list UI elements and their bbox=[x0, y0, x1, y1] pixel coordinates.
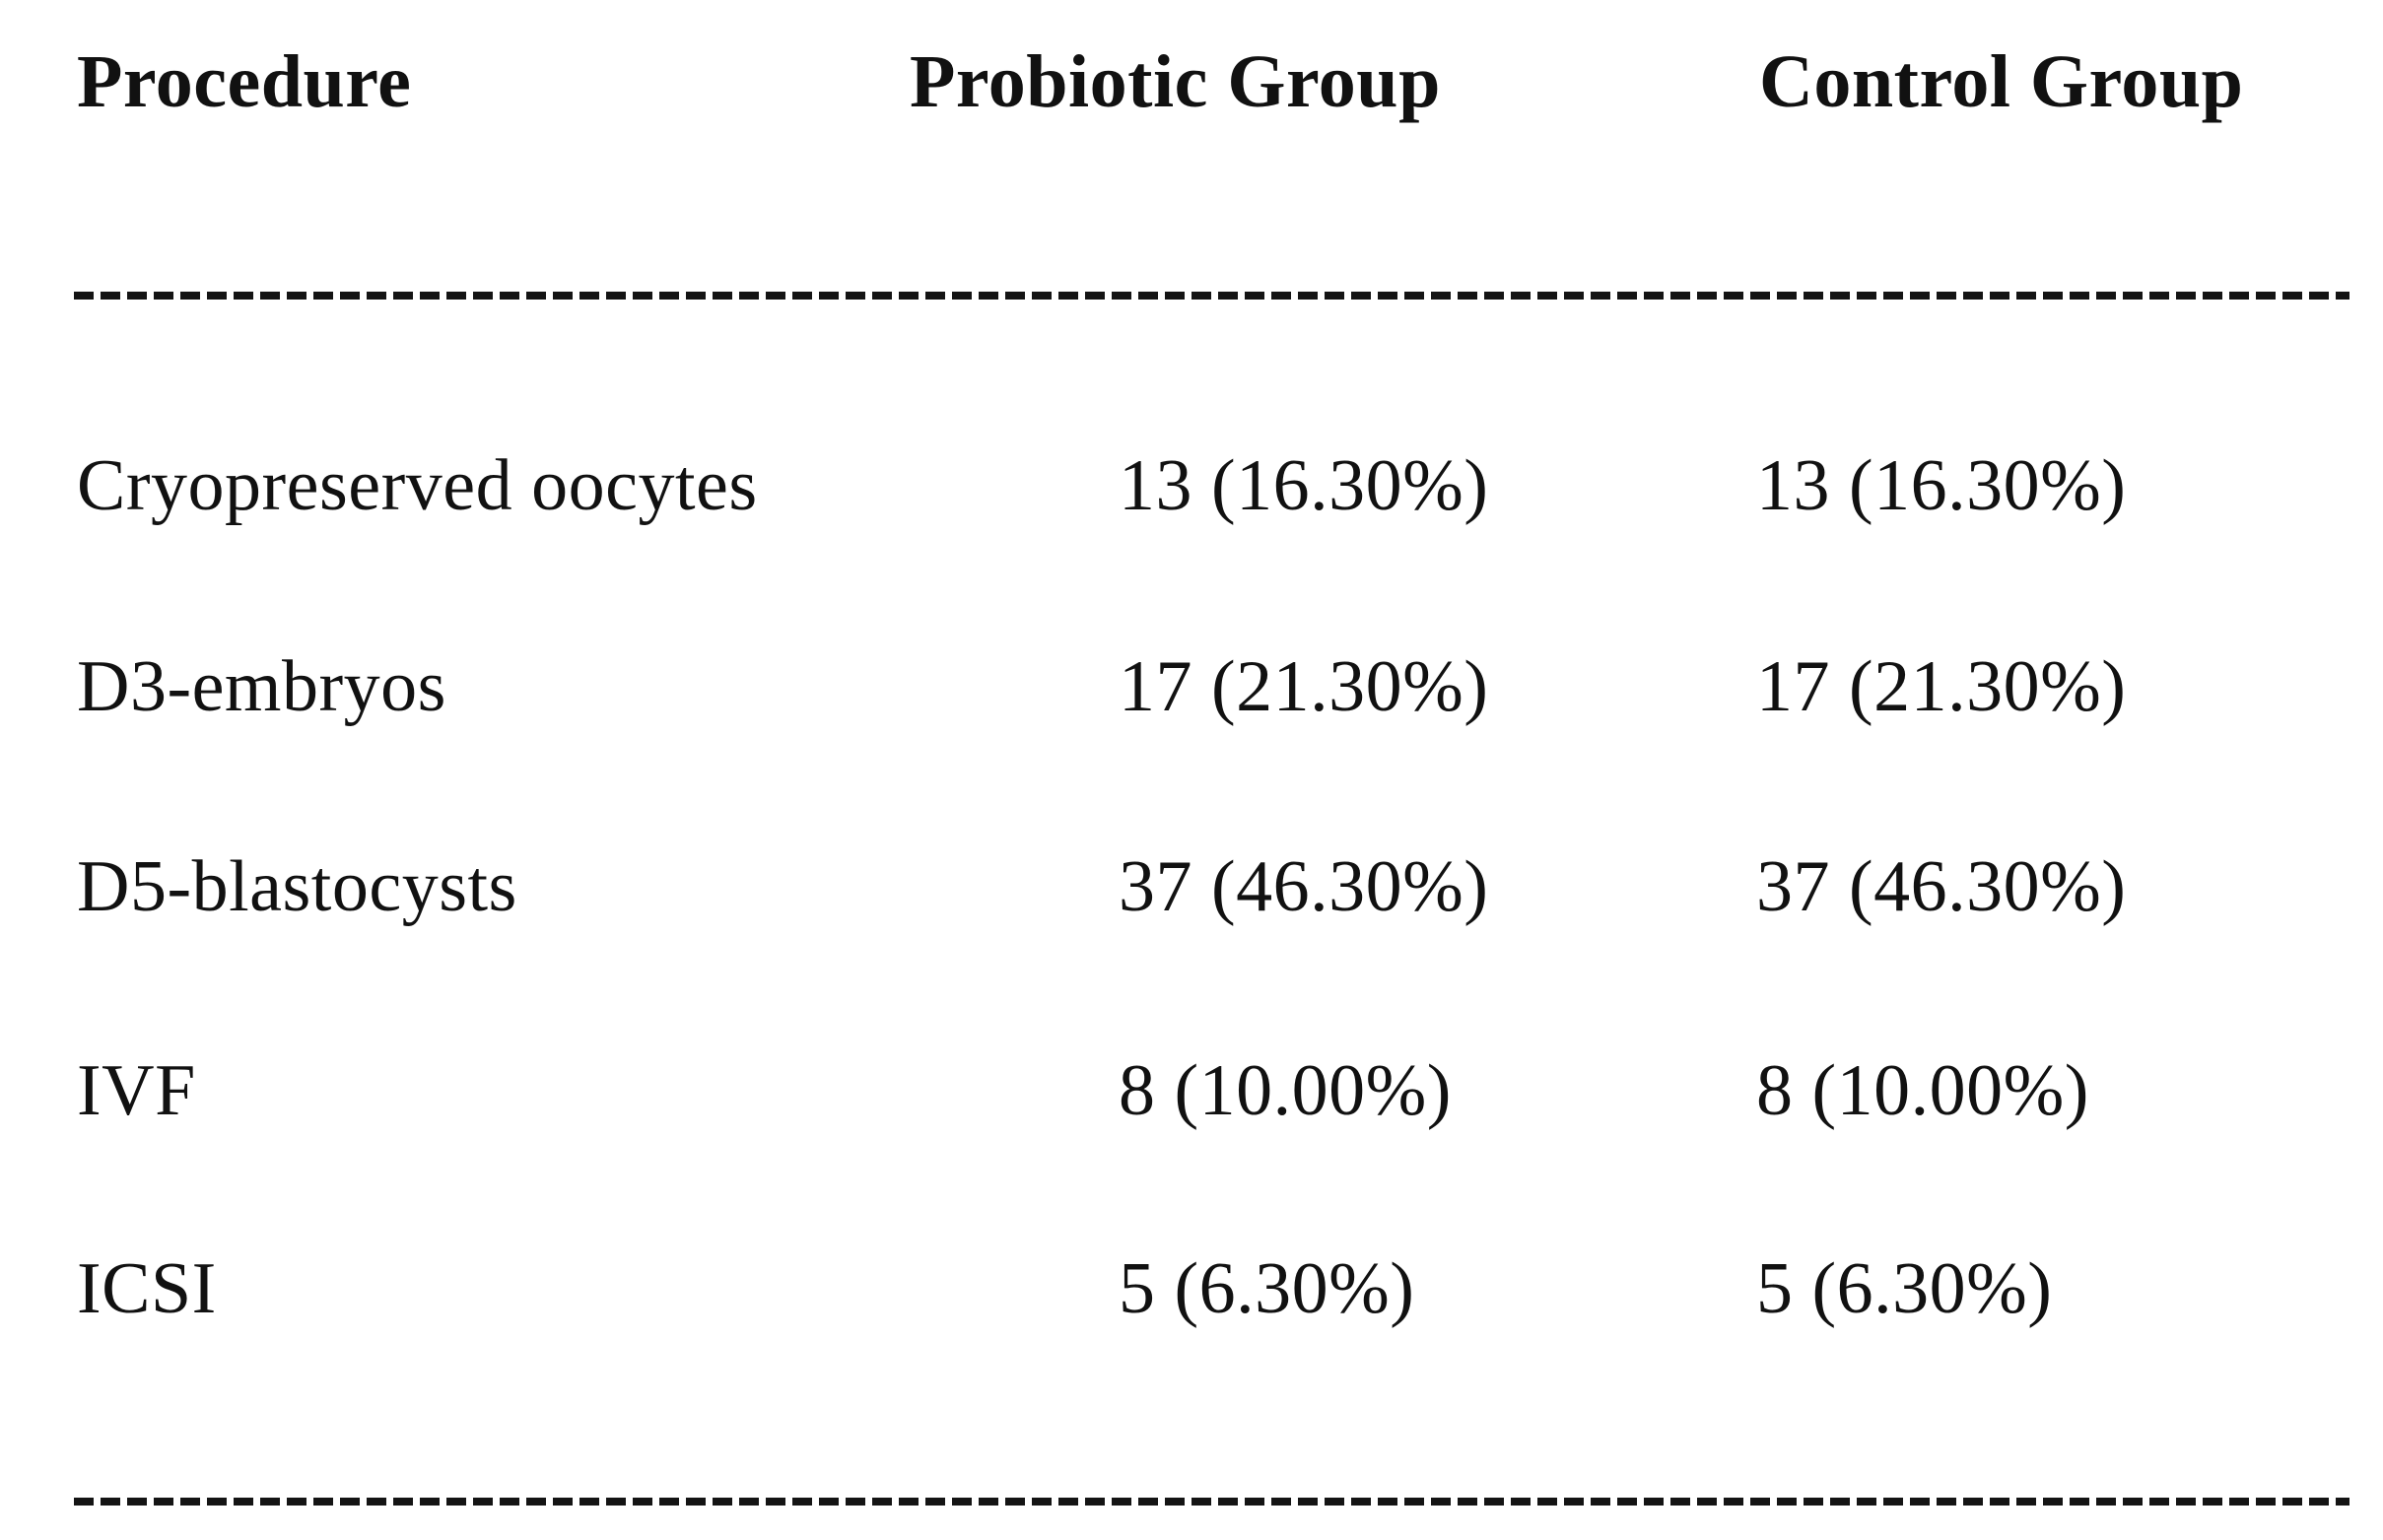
column-header-procedure: Procedure bbox=[77, 40, 412, 123]
row-cryopreserved-oocytes-probiotic: 13 (16.30%) bbox=[1119, 445, 1489, 526]
row-d3-embryos-control: 17 (21.30%) bbox=[1756, 646, 2127, 727]
column-header-control-group: Control Group bbox=[1759, 40, 2244, 123]
row-icsi-probiotic: 5 (6.30%) bbox=[1119, 1248, 1415, 1329]
row-ivf-label: IVF bbox=[77, 1050, 196, 1131]
row-ivf-probiotic: 8 (10.00%) bbox=[1119, 1050, 1452, 1131]
row-ivf-control: 8 (10.00%) bbox=[1756, 1050, 2089, 1131]
dashed-divider-top bbox=[74, 292, 2349, 300]
dashed-divider-bottom bbox=[74, 1498, 2349, 1506]
row-cryopreserved-oocytes-label: Cryopreserved oocytes bbox=[77, 445, 758, 526]
row-d5-blastocysts-label: D5-blastocysts bbox=[77, 846, 517, 927]
row-d5-blastocysts-probiotic: 37 (46.30%) bbox=[1119, 846, 1489, 927]
column-header-probiotic-group: Probiotic Group bbox=[910, 40, 1441, 123]
row-icsi-control: 5 (6.30%) bbox=[1756, 1248, 2053, 1329]
row-icsi-label: ICSI bbox=[77, 1248, 217, 1329]
row-d3-embryos-probiotic: 17 (21.30%) bbox=[1119, 646, 1489, 727]
row-cryopreserved-oocytes-control: 13 (16.30%) bbox=[1756, 445, 2127, 526]
row-d3-embryos-label: D3-embryos bbox=[77, 646, 446, 727]
row-d5-blastocysts-control: 37 (46.30%) bbox=[1756, 846, 2127, 927]
